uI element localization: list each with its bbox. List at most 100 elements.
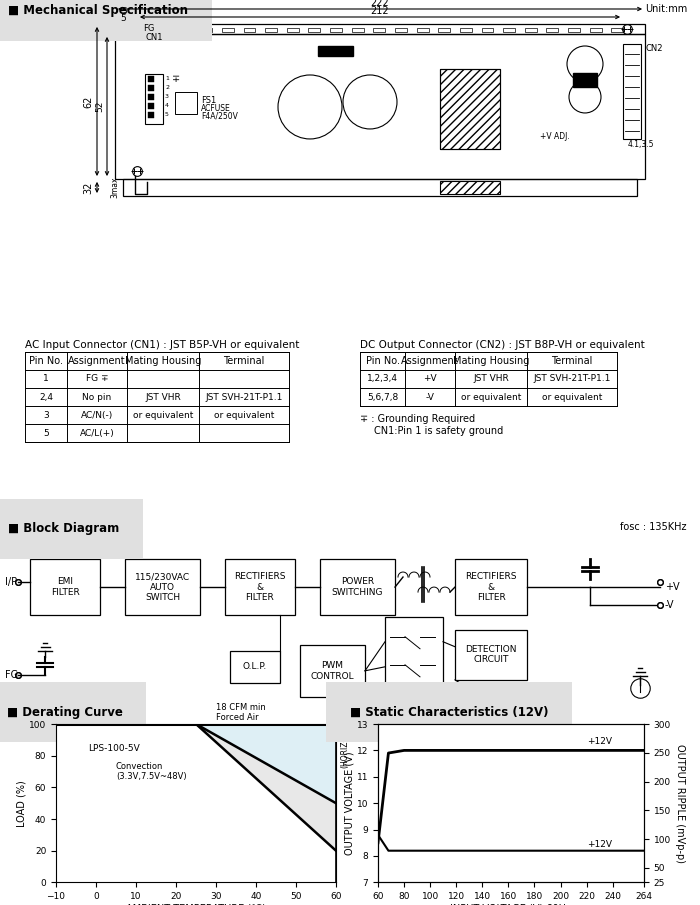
- Bar: [385, 616, 443, 697]
- Text: FG: FG: [143, 24, 155, 33]
- Bar: [330, 28, 342, 32]
- Text: FG: FG: [5, 670, 18, 680]
- Text: Terminal: Terminal: [223, 356, 265, 366]
- Bar: [265, 28, 277, 32]
- Text: Assignment: Assignment: [401, 356, 458, 366]
- Text: Mating Housing: Mating Housing: [125, 356, 201, 366]
- Bar: [360, 352, 617, 406]
- Text: O.L.P.: O.L.P.: [243, 662, 267, 672]
- Bar: [503, 28, 515, 32]
- Bar: [148, 103, 154, 109]
- Bar: [145, 74, 163, 124]
- Text: 3: 3: [165, 94, 169, 100]
- Text: or equivalent: or equivalent: [214, 411, 274, 420]
- Text: RECTIFIERS
&
FILTER: RECTIFIERS & FILTER: [234, 572, 286, 602]
- Text: DC Output Connector (CN2) : JST B8P-VH or equivalent: DC Output Connector (CN2) : JST B8P-VH o…: [360, 340, 645, 350]
- Bar: [611, 28, 623, 32]
- Bar: [309, 28, 321, 32]
- Bar: [318, 46, 353, 56]
- Text: 5: 5: [165, 112, 169, 118]
- Text: ■ Block Diagram: ■ Block Diagram: [8, 522, 119, 536]
- Bar: [115, 34, 645, 179]
- Text: -V: -V: [426, 393, 435, 402]
- Bar: [440, 69, 500, 149]
- Bar: [416, 28, 428, 32]
- Bar: [157, 28, 169, 32]
- Text: AC/L(+): AC/L(+): [80, 429, 114, 438]
- Bar: [225, 559, 295, 614]
- Text: 62: 62: [83, 95, 93, 108]
- Y-axis label: LOAD (%): LOAD (%): [16, 780, 27, 826]
- Y-axis label: OUTPUT RIPPLE (mVp-p): OUTPUT RIPPLE (mVp-p): [675, 744, 685, 862]
- Bar: [455, 630, 527, 680]
- Bar: [455, 700, 510, 730]
- Text: or equivalent: or equivalent: [133, 411, 193, 420]
- Bar: [438, 28, 450, 32]
- Text: or equivalent: or equivalent: [542, 393, 602, 402]
- Bar: [244, 28, 256, 32]
- Text: FS1: FS1: [201, 96, 216, 105]
- Text: JST VHR: JST VHR: [473, 375, 509, 384]
- Text: 4: 4: [165, 103, 169, 109]
- Text: 5: 5: [120, 14, 126, 23]
- Text: +V: +V: [424, 375, 437, 384]
- Text: 1: 1: [43, 375, 49, 384]
- Text: ■ Mechanical Specification: ■ Mechanical Specification: [8, 4, 188, 17]
- Y-axis label: OUTPUT VOLTAGE (V): OUTPUT VOLTAGE (V): [344, 751, 354, 855]
- Bar: [25, 352, 289, 443]
- Text: JST SVH-21T-P1.1: JST SVH-21T-P1.1: [533, 375, 610, 384]
- Text: CN2: CN2: [645, 44, 662, 53]
- Text: (HORIZONTAL): (HORIZONTAL): [340, 712, 349, 767]
- Text: ∓ : Grounding Required: ∓ : Grounding Required: [360, 414, 475, 424]
- Text: or equivalent: or equivalent: [461, 393, 522, 402]
- Text: Convection
(3.3V,7.5V~48V): Convection (3.3V,7.5V~48V): [116, 762, 187, 781]
- Bar: [460, 28, 472, 32]
- Text: AC Input Connector (CN1) : JST B5P-VH or equivalent: AC Input Connector (CN1) : JST B5P-VH or…: [25, 340, 300, 350]
- Text: No pin: No pin: [83, 393, 111, 402]
- Text: I/P: I/P: [5, 577, 17, 587]
- Text: CN1: CN1: [145, 33, 162, 42]
- Bar: [525, 28, 537, 32]
- Text: ∓: ∓: [172, 74, 180, 84]
- Text: 3max: 3max: [110, 176, 119, 198]
- Text: F4A/250V: F4A/250V: [201, 112, 238, 121]
- Bar: [148, 94, 154, 100]
- Text: 222: 222: [370, 0, 389, 8]
- Text: JST VHR: JST VHR: [145, 393, 181, 402]
- Bar: [440, 181, 500, 194]
- Text: 212: 212: [371, 6, 389, 16]
- Bar: [125, 559, 200, 614]
- Text: 115/230VAC
AUTO
SWITCH: 115/230VAC AUTO SWITCH: [135, 572, 190, 602]
- Text: EMI
FILTER: EMI FILTER: [50, 577, 79, 596]
- Text: 1: 1: [165, 77, 169, 81]
- Bar: [148, 76, 154, 82]
- Text: 2,4: 2,4: [39, 393, 53, 402]
- Text: fosc : 135KHz: fosc : 135KHz: [620, 522, 687, 532]
- Text: POWER
SWITCHING: POWER SWITCHING: [332, 577, 384, 596]
- Bar: [573, 73, 597, 87]
- Text: 1,2,3,4: 1,2,3,4: [367, 375, 398, 384]
- Bar: [320, 559, 395, 614]
- Text: ■ Derating Curve: ■ Derating Curve: [7, 706, 123, 719]
- Text: O.V.P.: O.V.P.: [470, 710, 495, 719]
- Text: DETECTION
CIRCUIT: DETECTION CIRCUIT: [466, 645, 517, 664]
- Bar: [30, 559, 100, 614]
- Text: 5,6,7,8: 5,6,7,8: [367, 393, 398, 402]
- Bar: [200, 28, 212, 32]
- Text: 5: 5: [43, 429, 49, 438]
- Bar: [178, 28, 190, 32]
- Bar: [623, 44, 641, 139]
- Text: PWM
CONTROL: PWM CONTROL: [311, 662, 354, 681]
- Bar: [148, 85, 154, 91]
- Text: 5: 5: [121, 7, 127, 16]
- Text: +V ADJ.: +V ADJ.: [540, 132, 570, 141]
- Text: CN1:Pin 1 is safety ground: CN1:Pin 1 is safety ground: [374, 426, 503, 436]
- Text: +12V: +12V: [587, 841, 612, 850]
- Text: LPS-100-5V: LPS-100-5V: [88, 744, 140, 753]
- Bar: [222, 28, 234, 32]
- Text: Terminal: Terminal: [552, 356, 593, 366]
- Text: 32: 32: [83, 181, 93, 194]
- Text: RECTIFIERS
&
FILTER: RECTIFIERS & FILTER: [466, 572, 517, 602]
- Text: -V: -V: [665, 600, 675, 610]
- Text: Unit:mm: Unit:mm: [645, 4, 687, 14]
